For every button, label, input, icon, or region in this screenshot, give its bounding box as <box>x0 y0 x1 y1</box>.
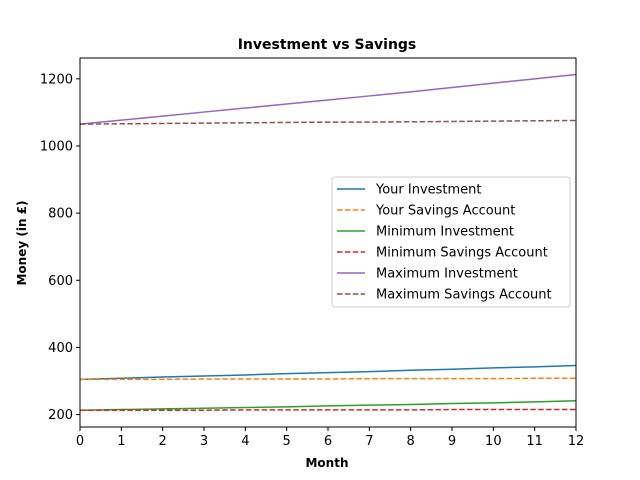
x-tick-label: 0 <box>76 434 84 449</box>
x-axis-label: Month <box>305 456 348 470</box>
y-tick-label: 400 <box>48 341 73 356</box>
legend-label: Maximum Investment <box>376 267 518 282</box>
x-axis: 0 1 2 3 4 5 6 7 8 9 10 11 12 <box>76 427 584 449</box>
x-tick-label: 8 <box>407 434 415 449</box>
x-tick-label: 10 <box>485 434 502 449</box>
x-tick-label: 3 <box>200 434 208 449</box>
x-tick-label: 7 <box>365 434 373 449</box>
x-tick-label: 5 <box>283 434 291 449</box>
chart-title: Investment vs Savings <box>238 37 417 53</box>
axes-frame <box>79 57 577 428</box>
x-tick-label: 9 <box>448 434 456 449</box>
x-tick-label: 11 <box>526 434 543 449</box>
plot-area <box>79 73 577 411</box>
legend-label: Maximum Savings Account <box>376 288 552 303</box>
series-line-3 <box>80 408 576 411</box>
series-line-0 <box>79 364 577 381</box>
y-tick-label: 1200 <box>40 72 73 87</box>
x-tick-label: 12 <box>568 434 585 449</box>
series-line-1 <box>80 377 576 381</box>
y-axis: 200 400 600 800 1000 1200 <box>40 72 80 423</box>
series-line-2 <box>79 400 577 411</box>
series-line-4 <box>79 73 577 125</box>
y-axis-label: Money (in £) <box>15 200 29 285</box>
y-tick-label: 1000 <box>40 139 73 154</box>
legend-box <box>331 176 571 308</box>
legend-label: Minimum Investment <box>376 225 514 240</box>
legend-label: Your Investment <box>375 183 482 198</box>
legend-label: Minimum Savings Account <box>376 246 548 261</box>
x-tick-label: 4 <box>241 434 249 449</box>
y-tick-label: 600 <box>48 274 73 289</box>
legend: Your Investment Your Savings Account Minim… <box>331 176 571 308</box>
y-tick-label: 800 <box>48 207 73 222</box>
legend-label: Your Savings Account <box>375 204 515 219</box>
x-tick-label: 6 <box>324 434 332 449</box>
series-line-5 <box>79 119 577 125</box>
x-tick-label: 1 <box>117 434 125 449</box>
x-tick-label: 2 <box>159 434 167 449</box>
y-tick-label: 200 <box>48 408 73 423</box>
